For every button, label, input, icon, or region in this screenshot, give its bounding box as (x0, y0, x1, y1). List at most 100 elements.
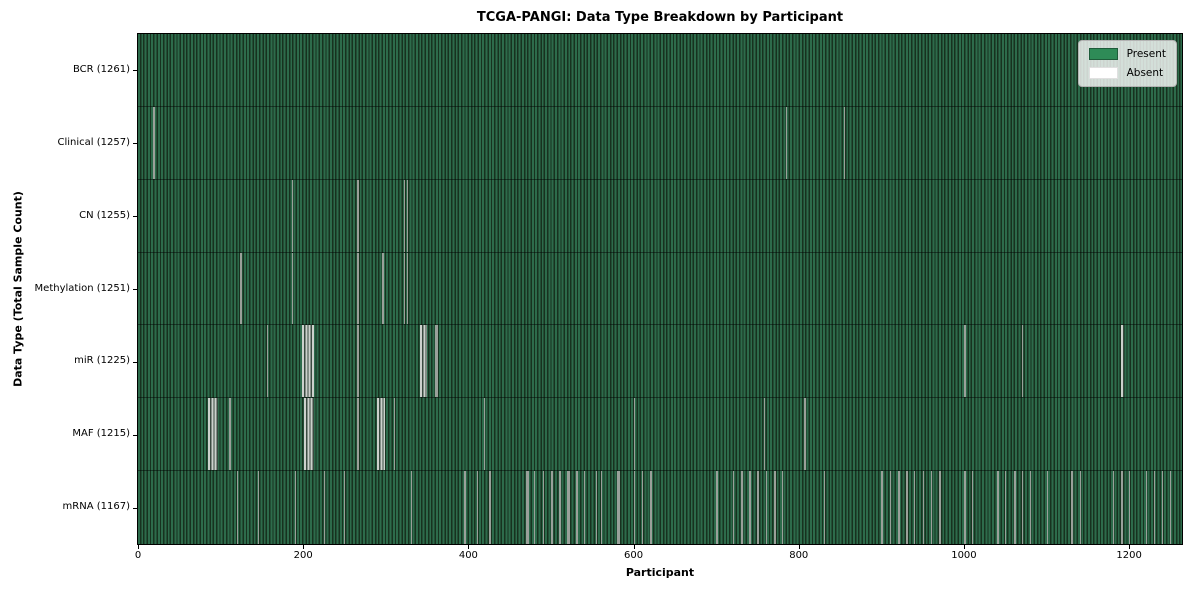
y-tick-label: CN (1255) (79, 209, 130, 221)
y-tick-mark (133, 70, 137, 72)
legend-label-present: Present (1126, 48, 1166, 60)
y-tick-mark (133, 289, 137, 290)
absent-segment (803, 398, 807, 471)
absent-segment (939, 471, 941, 544)
absent-segment (435, 325, 438, 398)
absent-segment (257, 471, 259, 544)
absent-segment (1021, 471, 1024, 544)
absent-segment (266, 325, 268, 398)
absent-segment (906, 471, 908, 544)
present-swatch-icon (1088, 48, 1118, 60)
absent-segment (764, 398, 766, 471)
absent-segment (930, 471, 932, 544)
absent-segment (1145, 471, 1147, 544)
absent-segment (484, 398, 486, 471)
absent-segment (584, 471, 585, 544)
absent-segment (1005, 471, 1007, 544)
absent-segment (600, 471, 603, 544)
x-tick-mark (963, 545, 965, 549)
x-tick-label: 0 (134, 550, 142, 561)
absent-segment (489, 471, 491, 544)
absent-segment (1046, 471, 1048, 544)
y-tick-label: BCR (1261) (72, 63, 130, 75)
absent-segment (757, 471, 760, 544)
absent-segment (782, 471, 784, 544)
absent-segment (1071, 471, 1073, 544)
heatmap-row-methylation (138, 252, 1182, 326)
absent-segment (403, 252, 405, 325)
absent-segment (356, 398, 359, 471)
absent-segment (1129, 471, 1131, 544)
y-tick-mark (133, 216, 137, 218)
absent-segment (740, 471, 743, 544)
chart-title: TCGA-PANGI: Data Type Breakdown by Parti… (476, 10, 844, 25)
absent-segment (550, 471, 553, 544)
absent-segment (765, 471, 767, 544)
x-tick-label: 200 (293, 550, 313, 561)
absent-segment (1153, 471, 1155, 544)
absent-segment (823, 471, 825, 544)
absent-segment (323, 471, 326, 544)
absent-segment (152, 106, 155, 179)
y-tick-label: Methylation (1251) (34, 282, 130, 294)
absent-segment (617, 471, 620, 544)
absent-segment (376, 398, 385, 471)
absent-segment (1120, 471, 1124, 544)
x-tick-mark (633, 545, 635, 549)
absent-segment (356, 325, 359, 398)
absent-segment (641, 471, 643, 544)
absent-segment (534, 471, 536, 544)
absent-segment (1112, 471, 1115, 544)
absent-segment (844, 106, 846, 179)
absent-segment (1021, 325, 1024, 398)
plot-area: Present Absent (137, 33, 1183, 545)
absent-swatch-icon (1088, 67, 1118, 79)
absent-segment (575, 471, 579, 544)
y-tick-mark (133, 361, 137, 363)
absent-segment (922, 471, 925, 544)
legend: Present Absent (1077, 40, 1177, 87)
absent-segment (410, 471, 412, 544)
absent-segment (542, 471, 545, 544)
absent-segment (773, 471, 776, 544)
absent-segment (304, 398, 314, 471)
absent-segment (291, 179, 294, 252)
absent-segment (716, 471, 718, 544)
legend-item-present: Present (1088, 48, 1166, 60)
absent-segment (1079, 471, 1081, 544)
absent-segment (1162, 471, 1164, 544)
absent-segment (732, 471, 734, 544)
absent-segment (407, 252, 409, 325)
heatmap-row-cn (138, 179, 1182, 253)
y-tick-mark (133, 143, 137, 145)
x-tick-mark (138, 545, 139, 549)
absent-segment (420, 325, 428, 398)
absent-segment (403, 179, 405, 252)
absent-segment (963, 325, 966, 398)
y-tick-mark (133, 507, 137, 509)
absent-segment (996, 471, 999, 544)
absent-segment (228, 398, 232, 471)
absent-segment (785, 106, 787, 179)
absent-segment (394, 398, 396, 471)
y-tick-label: Clinical (1257) (57, 136, 131, 148)
absent-segment (1120, 325, 1125, 398)
absent-segment (476, 471, 479, 544)
absent-segment (464, 471, 466, 544)
absent-segment (650, 471, 652, 544)
x-tick-label: 1000 (951, 550, 977, 561)
absent-segment (302, 325, 314, 398)
absent-segment (356, 252, 359, 325)
x-tick-mark (468, 545, 470, 549)
absent-segment (208, 398, 219, 471)
legend-label-absent: Absent (1126, 67, 1164, 79)
absent-segment (914, 471, 916, 544)
absent-segment (291, 252, 294, 325)
absent-segment (897, 471, 900, 544)
x-tick-mark (303, 545, 305, 549)
absent-segment (1170, 471, 1172, 544)
y-tick-label: miR (1225) (74, 355, 130, 367)
x-axis-label: Participant (625, 566, 695, 579)
absent-segment (972, 471, 974, 544)
